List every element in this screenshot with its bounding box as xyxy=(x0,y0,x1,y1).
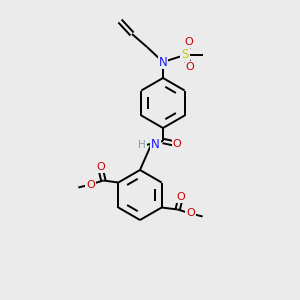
Text: O: O xyxy=(172,139,182,149)
Text: O: O xyxy=(96,163,105,172)
Text: N: N xyxy=(159,56,167,68)
Text: O: O xyxy=(86,179,95,190)
Text: H: H xyxy=(138,140,146,150)
Text: S: S xyxy=(181,49,189,62)
Text: O: O xyxy=(186,62,194,72)
Text: N: N xyxy=(151,139,160,152)
Text: O: O xyxy=(186,208,195,218)
Text: O: O xyxy=(184,37,194,47)
Text: O: O xyxy=(176,193,185,202)
